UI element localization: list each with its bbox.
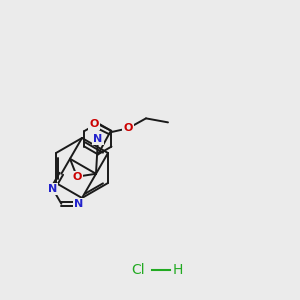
Text: O: O bbox=[123, 123, 133, 134]
Text: N: N bbox=[74, 199, 83, 209]
Text: O: O bbox=[72, 172, 82, 182]
Text: Cl: Cl bbox=[131, 263, 145, 277]
Text: O: O bbox=[89, 119, 99, 129]
Text: H: H bbox=[173, 263, 183, 277]
Text: N: N bbox=[48, 184, 57, 194]
Text: N: N bbox=[93, 134, 103, 144]
